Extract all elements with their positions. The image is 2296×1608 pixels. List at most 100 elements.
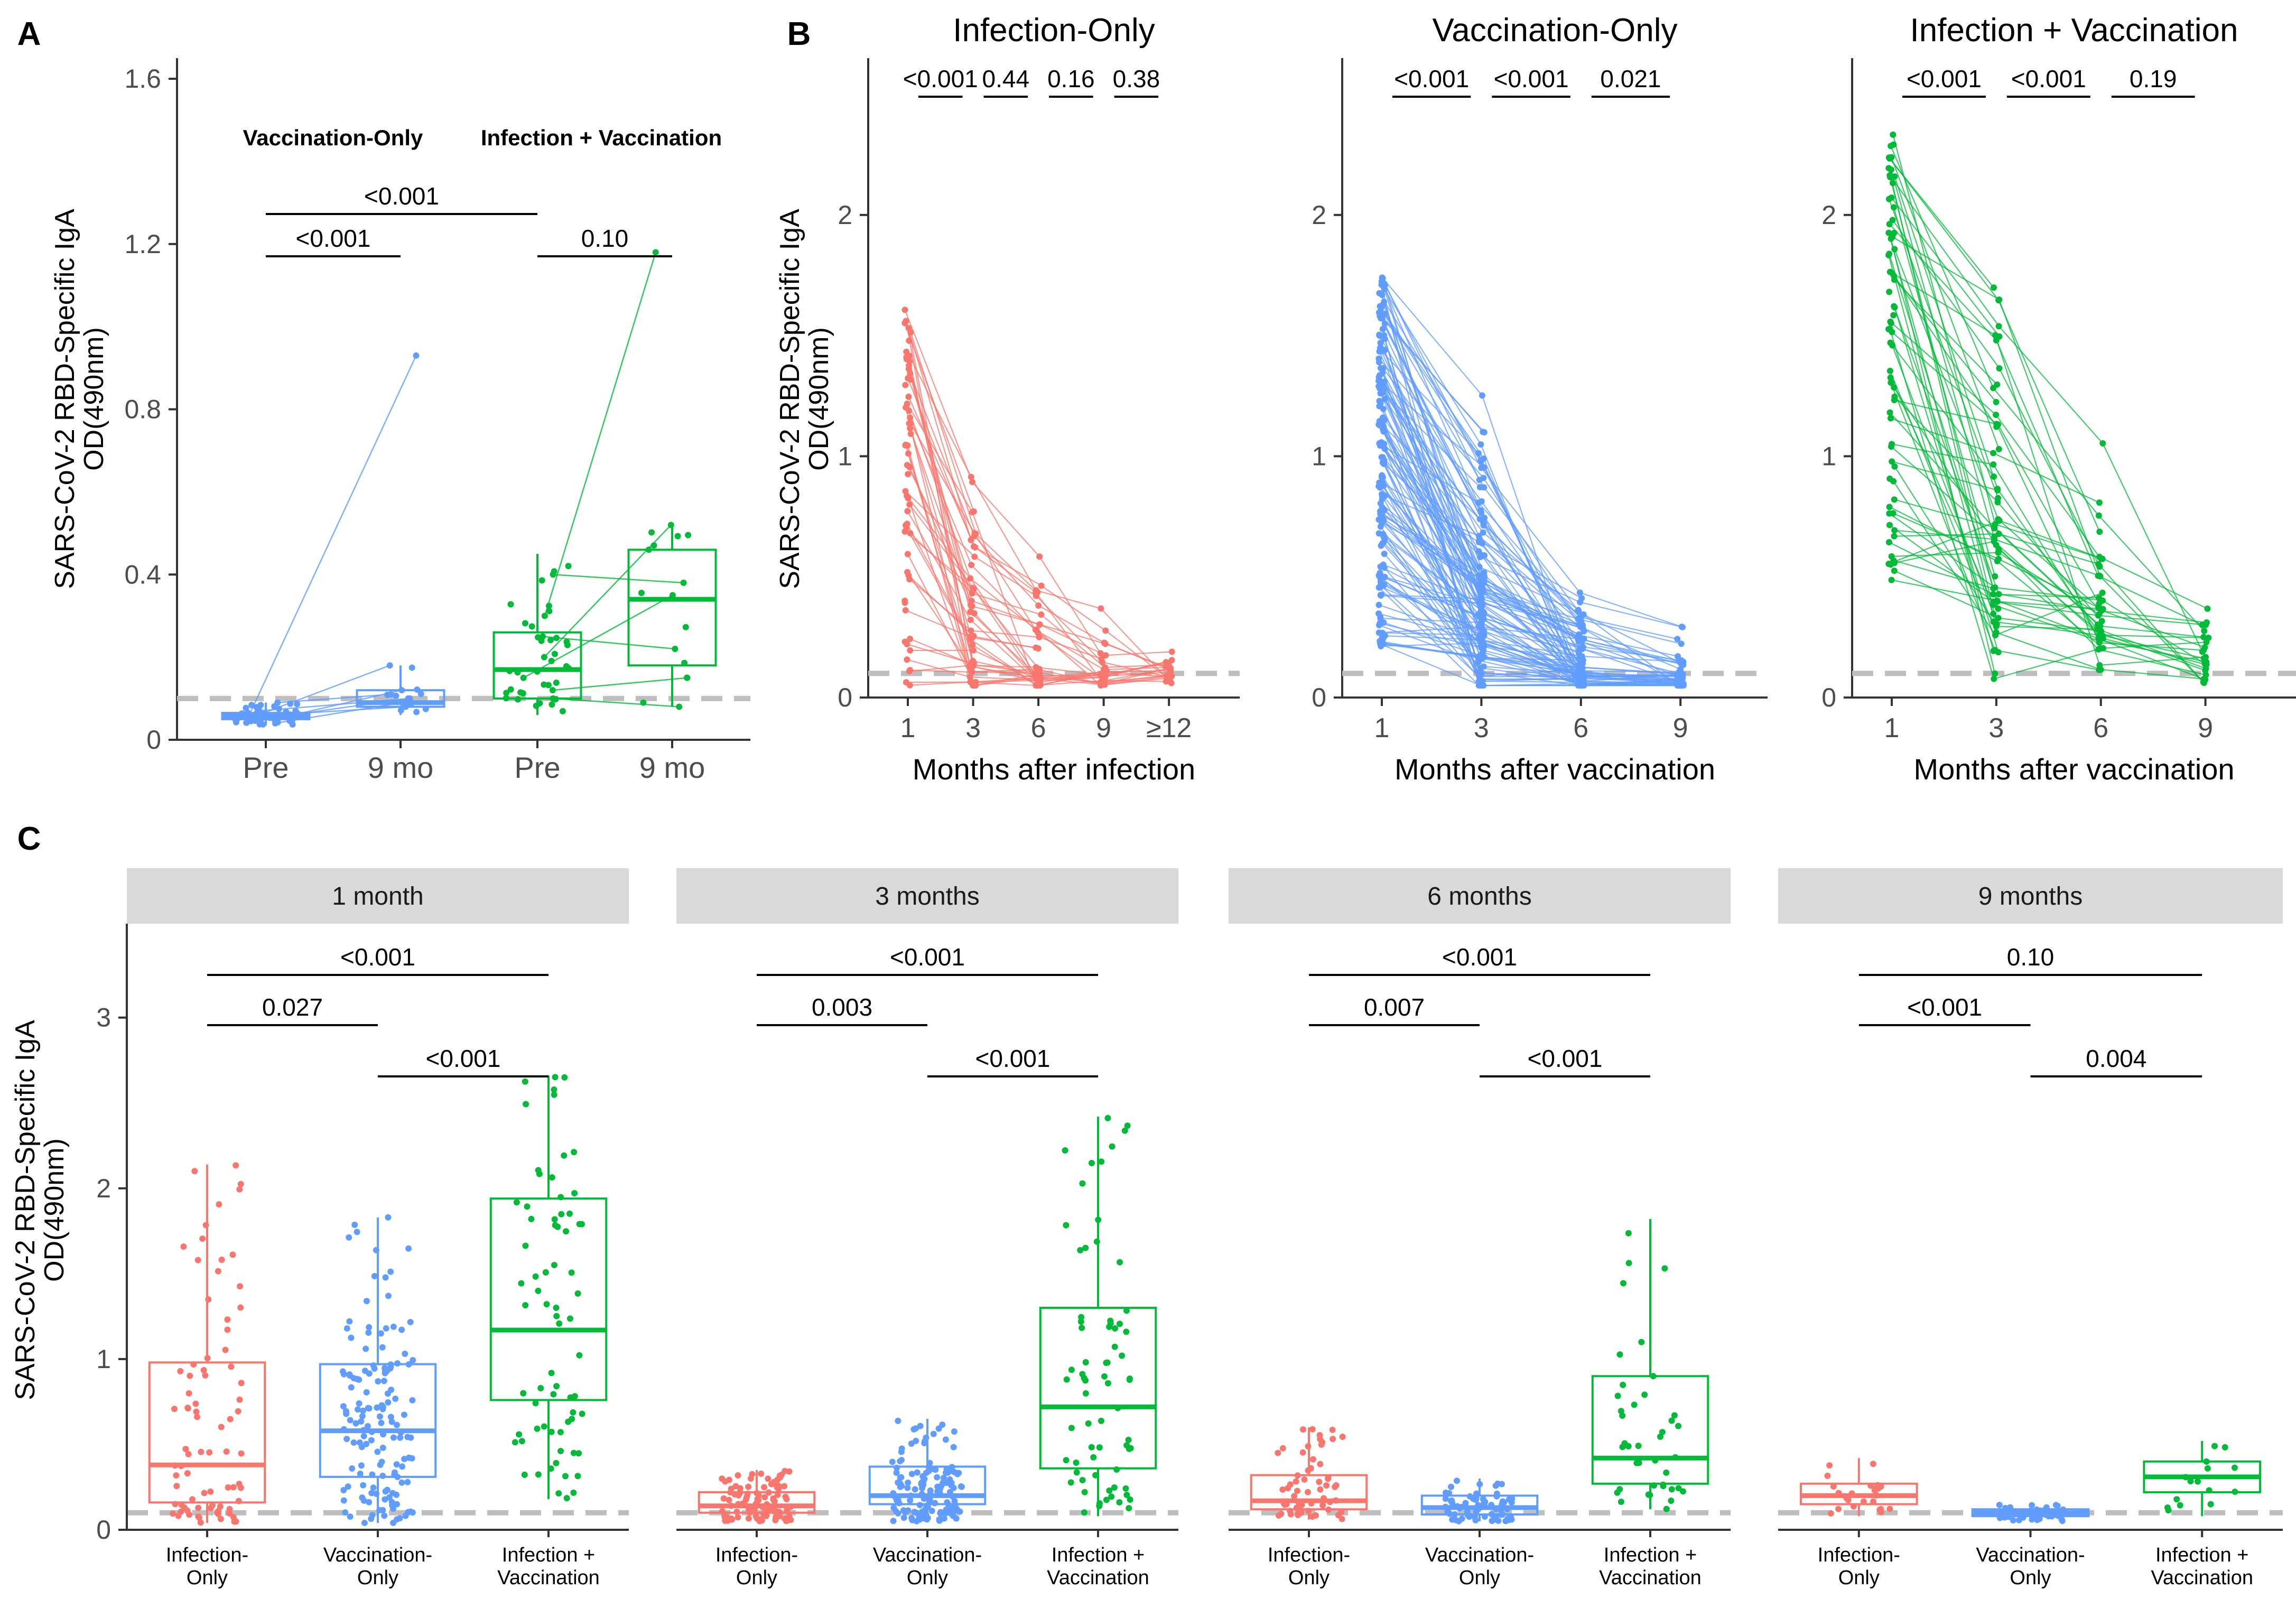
panel-b2-subject-line [1477, 502, 1582, 619]
panel-c-facet1-box [148, 1361, 266, 1504]
panel-b3-point [2200, 678, 2207, 685]
panel-c-facet3-point [1454, 1503, 1461, 1510]
panel-b3-subject-line [1995, 587, 2103, 601]
panel-b2-subject-line [1582, 648, 1680, 675]
panel-c-facet2-point [754, 1490, 760, 1497]
panel-c-facet4-point [1826, 1462, 1833, 1469]
panel-c-facet1-y-tick-label: 3 [96, 1003, 111, 1033]
panel-c-facet1-point [518, 1438, 525, 1445]
panel-c-facet2-point [904, 1484, 911, 1491]
panel-c-facet2-point [1116, 1499, 1123, 1505]
panel-c-facet1-point [195, 1513, 202, 1520]
panel-b2-title: Vaccination-Only [1432, 12, 1677, 49]
panel-c-facet2-point [746, 1509, 753, 1516]
panel-c-facet1-point [551, 1216, 558, 1223]
panel-b1-subject-line [1036, 666, 1106, 676]
panel-c-facet2-point [946, 1476, 953, 1483]
panel-b2-subject-line [1378, 587, 1480, 686]
panel-c-facet1-point [522, 1302, 529, 1308]
panel-c-facet4-point [2187, 1477, 2194, 1484]
panel-c-facet2-point [890, 1518, 897, 1525]
panel-b1-point [901, 597, 908, 604]
panel-b3-point [2203, 661, 2210, 668]
panel-b1-subject-line [973, 664, 1039, 673]
panel-c-facet1-point [390, 1434, 397, 1441]
panel-c-facet1-point [382, 1366, 389, 1373]
panel-b2-subject-line [1481, 622, 1583, 686]
panel-b2-subject-line [1480, 554, 1581, 686]
panel-c-facet4-point [1824, 1472, 1831, 1479]
panel-b2-subject-line [1380, 308, 1485, 488]
panel-c-facet3-point [1660, 1481, 1667, 1488]
panel-c-facet3-point [1448, 1483, 1455, 1490]
panel-c-facet3-point [1663, 1469, 1670, 1476]
panel-c-facet3-point [1317, 1436, 1324, 1443]
panel-b3-subject-line [2097, 628, 2206, 670]
panel-c-facet1-point [178, 1502, 185, 1509]
panel-c-facet1-point [233, 1162, 239, 1169]
panel-c-facet2-point [774, 1476, 781, 1483]
panel-b3-subject-line [2098, 638, 2206, 681]
panel-c-facet3-point [1279, 1445, 1286, 1452]
panel-b1-subject-line [909, 579, 972, 631]
panel-b1-y-tick-label: 0 [838, 683, 852, 712]
panel-b2-subject-line [1482, 652, 1583, 684]
panel-c-facet2-point [1088, 1160, 1095, 1167]
panel-c-facet3-point [1332, 1483, 1338, 1490]
panel-b1-subject-line [905, 407, 974, 686]
panel-a-point [563, 638, 570, 645]
panel-b1-title: Infection-Only [953, 12, 1155, 49]
panel-a-point [553, 635, 560, 642]
panel-c-facet1-point [404, 1479, 411, 1485]
panel-c-facet2-point [1082, 1244, 1089, 1251]
panel-c-facet4-point [2058, 1516, 2065, 1522]
panel-c-facet4-point [2036, 1516, 2043, 1522]
panel-c-facet1-point [513, 1199, 520, 1206]
panel-c-facet1-point [381, 1512, 388, 1519]
panel-c-facet1-point [579, 1410, 585, 1417]
panel-c-facet1-point [365, 1330, 372, 1336]
panel-b1-subject-line [1105, 651, 1172, 656]
panel-a-point [685, 532, 692, 538]
panel-b3-point [1996, 333, 2003, 340]
panel-c-facet1-point [185, 1451, 192, 1457]
panel-b1-pvalue-label: 0.44 [982, 65, 1030, 92]
panel-c-facet2-point [912, 1486, 918, 1493]
panel-c-facet1-point [391, 1472, 398, 1479]
panel-c-facet1-x-tick-label: Only [187, 1567, 228, 1589]
panel-b3-subject-line [1894, 249, 1999, 520]
panel-b1-subject-line [906, 464, 973, 593]
panel-b1-pvalue-label: 0.16 [1047, 65, 1095, 92]
panel-c-facet2-point [726, 1497, 732, 1503]
panel-c-facet1-point [388, 1418, 395, 1425]
panel-c-facet3-point [1453, 1477, 1460, 1484]
panel-c-facet1-point [358, 1462, 365, 1469]
panel-b1-subject-line [970, 638, 1038, 686]
panel-b3-subject-line [1894, 466, 1994, 622]
panel-c-facet3-x-tick-label: Vaccination [1599, 1567, 1702, 1589]
panel-c-facet2-point [758, 1470, 765, 1477]
panel-c-facet2-point [952, 1507, 959, 1514]
panel-a-box [627, 549, 717, 667]
panel-c-facet3-point [1651, 1482, 1658, 1489]
panel-c-facet2-point [940, 1475, 947, 1482]
panel-c-facet1-point [236, 1396, 243, 1403]
panel-c-facet2-point [1079, 1324, 1085, 1331]
panel-c-facet1-point [360, 1433, 367, 1439]
panel-c-facet1-x-tick-label: Infection- [166, 1544, 248, 1566]
panel-b1-x-tick-label: 3 [965, 713, 981, 743]
panel-b1-subject-line [1104, 671, 1169, 677]
panel-c-facet2-point [761, 1494, 768, 1501]
panel-c-facet1-point [362, 1345, 369, 1352]
panel-c-facet1-point [373, 1247, 379, 1253]
panel-b2-subject-line [1483, 666, 1581, 674]
panel-c-facet2-point [1082, 1390, 1089, 1397]
panel-c-facet3-point [1504, 1505, 1511, 1512]
panel-a-point [417, 691, 424, 698]
panel-a-point [506, 667, 513, 674]
panel-c-facet1-point [562, 1473, 569, 1480]
panel-b2-subject-line [1483, 630, 1578, 666]
panel-c-facet2-point [726, 1476, 733, 1483]
panel-c-facet1-point [512, 1439, 518, 1446]
